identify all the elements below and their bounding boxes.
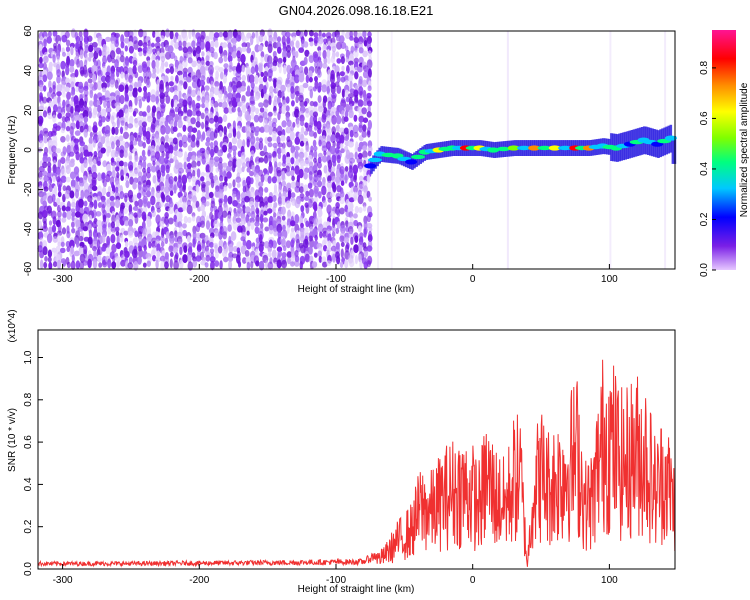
spectral-band xyxy=(364,124,677,174)
snr-x-tick-label: -300 xyxy=(53,575,73,586)
spectrogram-y-ticks: -60 -40 -20 0 20 40 60 xyxy=(23,25,43,276)
spectrogram-x-tick-label: 100 xyxy=(601,274,618,285)
snr-series-line xyxy=(37,359,676,568)
snr-x-label: Height of straight line (km) xyxy=(298,584,415,595)
snr-frame xyxy=(37,329,676,570)
snr-y-tick-label: 0.6 xyxy=(23,435,34,449)
snr-y-tick-label: 0.2 xyxy=(23,519,34,533)
snr-y-tick-label: 1.0 xyxy=(23,350,34,364)
spectrogram-x-tick-label: -300 xyxy=(53,274,73,285)
snr-x-tick-label: -100 xyxy=(326,575,346,586)
colorbar-tick-label: 0.6 xyxy=(699,111,710,125)
colorbar-label: Normalized spectral amplitude xyxy=(739,82,750,217)
snr-y-tick-label: 0.8 xyxy=(23,392,34,406)
spectrogram-x-ticks: -300 -200 -100 0 100 xyxy=(53,264,618,285)
colorbar-tick-label: 0.8 xyxy=(699,61,710,75)
colorbar-ticks: 0.0 0.2 0.4 0.6 0.8 xyxy=(699,61,716,277)
snr-x-tick-label: 100 xyxy=(601,575,618,586)
spectrogram-y-tick-label: 0 xyxy=(23,147,34,153)
colorbar: 0.0 0.2 0.4 0.6 0.8 Normalized spectral ampl… xyxy=(699,30,750,277)
snr-y-tick-label: 0.4 xyxy=(23,477,34,491)
spectrogram-y-tick-label: -60 xyxy=(23,261,34,276)
snr-y-ticks: 0.0 0.2 0.4 0.6 0.8 1.0 xyxy=(23,350,43,576)
colorbar-tick-label: 0.2 xyxy=(699,212,710,226)
spectrogram-cells xyxy=(37,28,667,271)
spectrogram-y-tick-label: -20 xyxy=(23,182,34,197)
spectrogram-x-tick-label: 0 xyxy=(470,274,476,285)
colorbar-tick-label: 0.0 xyxy=(699,263,710,277)
spectrogram-x-tick-label: -100 xyxy=(326,274,346,285)
colorbar-tick-label: 0.4 xyxy=(699,162,710,176)
snr-panel: -300 -200 -100 0 100 0.0 0.2 0.4 0.6 0.8 1.0 Heig… xyxy=(7,309,676,595)
spectrogram-y-tick-label: 60 xyxy=(23,25,34,37)
snr-y-multiplier: (x10^4) xyxy=(7,309,18,342)
spectrogram-y-tick-label: -40 xyxy=(23,222,34,237)
figure-title: GN04.2026.098.16.18.E21 xyxy=(279,3,434,18)
spectrogram-x-tick-label: -200 xyxy=(189,274,209,285)
snr-x-tick-label: 0 xyxy=(470,575,476,586)
colorbar-gradient xyxy=(712,30,736,270)
spectrogram-x-label: Height of straight line (km) xyxy=(298,284,415,295)
snr-x-ticks: -300 -200 -100 0 100 xyxy=(53,564,618,586)
spectrogram-y-tick-label: 40 xyxy=(23,65,34,77)
snr-y-tick-label: 0.0 xyxy=(23,562,34,576)
snr-y-label: SNR (10 * v/v) xyxy=(7,408,18,472)
spectrogram-y-label: Frequency (Hz) xyxy=(7,116,18,185)
snr-x-tick-label: -200 xyxy=(189,575,209,586)
spectrogram-y-tick-label: 20 xyxy=(23,104,34,116)
